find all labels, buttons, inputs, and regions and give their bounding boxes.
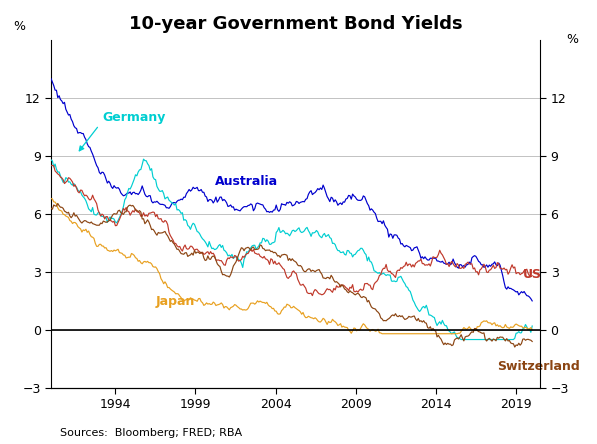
- Text: Sources:  Bloomberg; FRED; RBA: Sources: Bloomberg; FRED; RBA: [60, 428, 242, 438]
- Text: Japan: Japan: [155, 295, 195, 308]
- Text: US: US: [522, 268, 541, 281]
- Text: Switzerland: Switzerland: [497, 361, 580, 373]
- Text: Australia: Australia: [215, 175, 278, 188]
- Y-axis label: %: %: [13, 20, 25, 33]
- Title: 10-year Government Bond Yields: 10-year Government Bond Yields: [129, 15, 463, 33]
- Text: Germany: Germany: [103, 111, 166, 124]
- Y-axis label: %: %: [566, 33, 578, 46]
